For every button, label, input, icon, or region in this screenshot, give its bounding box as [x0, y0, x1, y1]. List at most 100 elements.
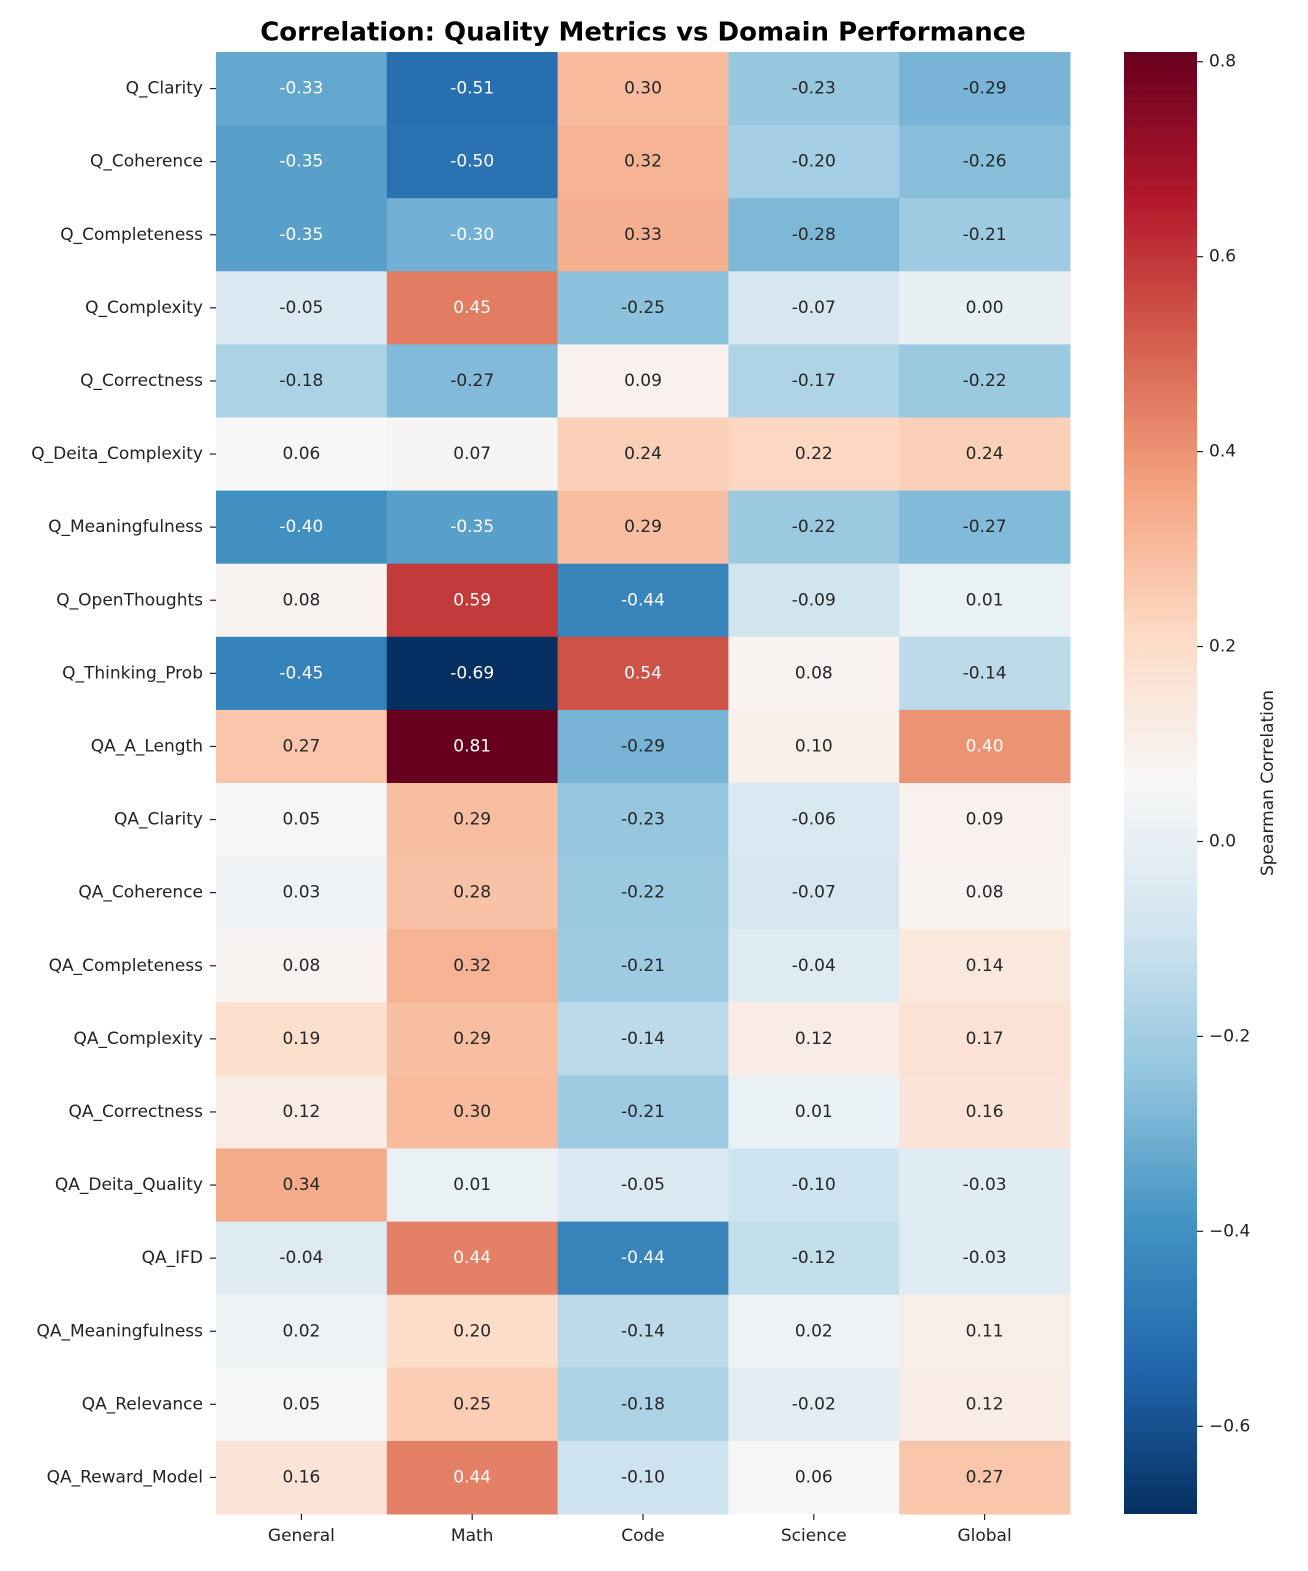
cell-label: -0.03 — [963, 1175, 1007, 1195]
heatmap-cell — [386, 344, 559, 418]
cell-label: -0.28 — [792, 225, 836, 245]
cell-label: 0.02 — [795, 1321, 833, 1341]
heatmap-cell — [899, 1002, 1071, 1076]
heatmap-cell — [557, 1148, 729, 1223]
heatmap-cell — [386, 417, 559, 492]
cell-label: -0.51 — [450, 79, 494, 99]
cell-label: -0.10 — [621, 1467, 665, 1487]
colorbar-tick-label: −0.4 — [1209, 1221, 1250, 1241]
heatmap-cell — [216, 1148, 388, 1223]
cell-label: 0.24 — [966, 444, 1004, 464]
cell-label: 0.17 — [966, 1029, 1004, 1049]
cell-label: 0.06 — [282, 444, 320, 464]
heatmap-cell — [728, 271, 900, 345]
heatmap-cell — [728, 856, 900, 930]
heatmap-cell — [728, 709, 900, 784]
heatmap-cell — [386, 929, 559, 1003]
heatmap-cell — [216, 417, 388, 492]
cell-label: -0.18 — [279, 371, 323, 391]
heatmap-cell — [386, 1148, 559, 1223]
heatmap-cell — [216, 856, 388, 930]
y-tick-label: QA_Meaningfulness — [36, 1321, 203, 1341]
heatmap-cell — [386, 709, 559, 784]
colorbar-tick-label: 0.2 — [1209, 637, 1236, 657]
cell-label: -0.05 — [279, 298, 323, 318]
heatmap-cell — [899, 344, 1071, 418]
cell-label: -0.18 — [621, 1394, 665, 1414]
cell-label: 0.00 — [966, 298, 1004, 318]
colorbar-tick-label: 0.0 — [1209, 831, 1236, 851]
colorbar-tick-label: 0.8 — [1209, 52, 1236, 72]
heatmap-cell — [557, 563, 729, 638]
heatmap-cell — [557, 344, 729, 418]
cell-label: -0.22 — [963, 371, 1007, 391]
heatmap-cell — [899, 563, 1071, 638]
cell-label: 0.22 — [795, 444, 833, 464]
x-tick-label: General — [268, 1526, 335, 1546]
cell-label: -0.10 — [792, 1175, 836, 1195]
heatmap-cell — [728, 1221, 900, 1296]
cell-label: -0.05 — [621, 1175, 665, 1195]
y-tick-label: Q_Clarity — [126, 79, 203, 99]
heatmap-cell — [216, 1002, 388, 1076]
heatmap-cell — [557, 52, 729, 126]
cell-label: 0.11 — [966, 1321, 1004, 1341]
heatmap-cell — [899, 709, 1071, 784]
x-tick-label: Code — [621, 1526, 665, 1546]
heatmap-cell — [557, 929, 729, 1003]
cell-label: -0.17 — [792, 371, 836, 391]
y-tick-label: QA_Correctness — [68, 1102, 203, 1122]
cell-label: 0.05 — [282, 810, 320, 830]
cell-label: -0.50 — [450, 152, 494, 172]
cell-label: 0.33 — [624, 225, 662, 245]
y-tick-label: QA_Reward_Model — [47, 1467, 203, 1487]
colorbar-tick-label: 0.4 — [1209, 442, 1236, 462]
heatmap-cell — [216, 490, 388, 565]
cell-label: -0.21 — [621, 1102, 665, 1122]
cell-label: 0.12 — [282, 1102, 320, 1122]
heatmap-cell — [216, 783, 388, 857]
heatmap-cell — [557, 856, 729, 930]
heatmap-cell — [728, 125, 900, 199]
heatmap-cell — [899, 1440, 1071, 1515]
y-tick-label: Q_Coherence — [90, 152, 203, 172]
heatmap-cell — [386, 1221, 559, 1296]
cell-label: -0.27 — [450, 371, 494, 391]
heatmap-cell — [899, 783, 1071, 857]
cell-label: 0.08 — [966, 883, 1004, 903]
colorbar-label: Spearman Correlation — [1258, 690, 1278, 876]
heatmap-cell — [386, 271, 559, 345]
cell-label: 0.44 — [453, 1467, 491, 1487]
cell-label: 0.27 — [966, 1467, 1004, 1487]
y-tick-label: QA_A_Length — [91, 736, 203, 756]
x-tick-label: Math — [451, 1526, 494, 1546]
heatmap-cell — [386, 1367, 559, 1442]
cell-label: -0.25 — [621, 298, 665, 318]
cell-label: 0.32 — [453, 956, 491, 976]
heatmap-cell — [899, 1221, 1071, 1296]
cell-label: 0.16 — [966, 1102, 1004, 1122]
colorbar-tick-label: 0.6 — [1209, 247, 1236, 267]
cell-label: 0.44 — [453, 1248, 491, 1268]
cell-label: 0.08 — [282, 590, 320, 610]
cell-label: -0.69 — [450, 663, 494, 683]
heatmap-cell — [216, 271, 388, 345]
cell-label: 0.09 — [624, 371, 662, 391]
cell-label: -0.09 — [792, 590, 836, 610]
heatmap-cell — [216, 125, 388, 199]
cell-label: 0.16 — [282, 1467, 320, 1487]
heatmap-cell — [728, 1148, 900, 1223]
heatmap-cell — [557, 125, 729, 199]
cell-label: -0.04 — [792, 956, 836, 976]
heatmap-cell — [386, 1294, 559, 1369]
heatmap-cell — [216, 198, 388, 272]
x-tick-label: Global — [957, 1526, 1011, 1546]
cell-label: -0.35 — [279, 152, 323, 172]
heatmap-cell — [216, 1075, 388, 1149]
colorbar-tick-label: −0.2 — [1209, 1026, 1250, 1046]
colorbar-tick-label: −0.6 — [1209, 1416, 1250, 1436]
y-tick-label: Q_Correctness — [80, 371, 203, 391]
cell-label: -0.12 — [792, 1248, 836, 1268]
heatmap-cell — [557, 417, 729, 492]
